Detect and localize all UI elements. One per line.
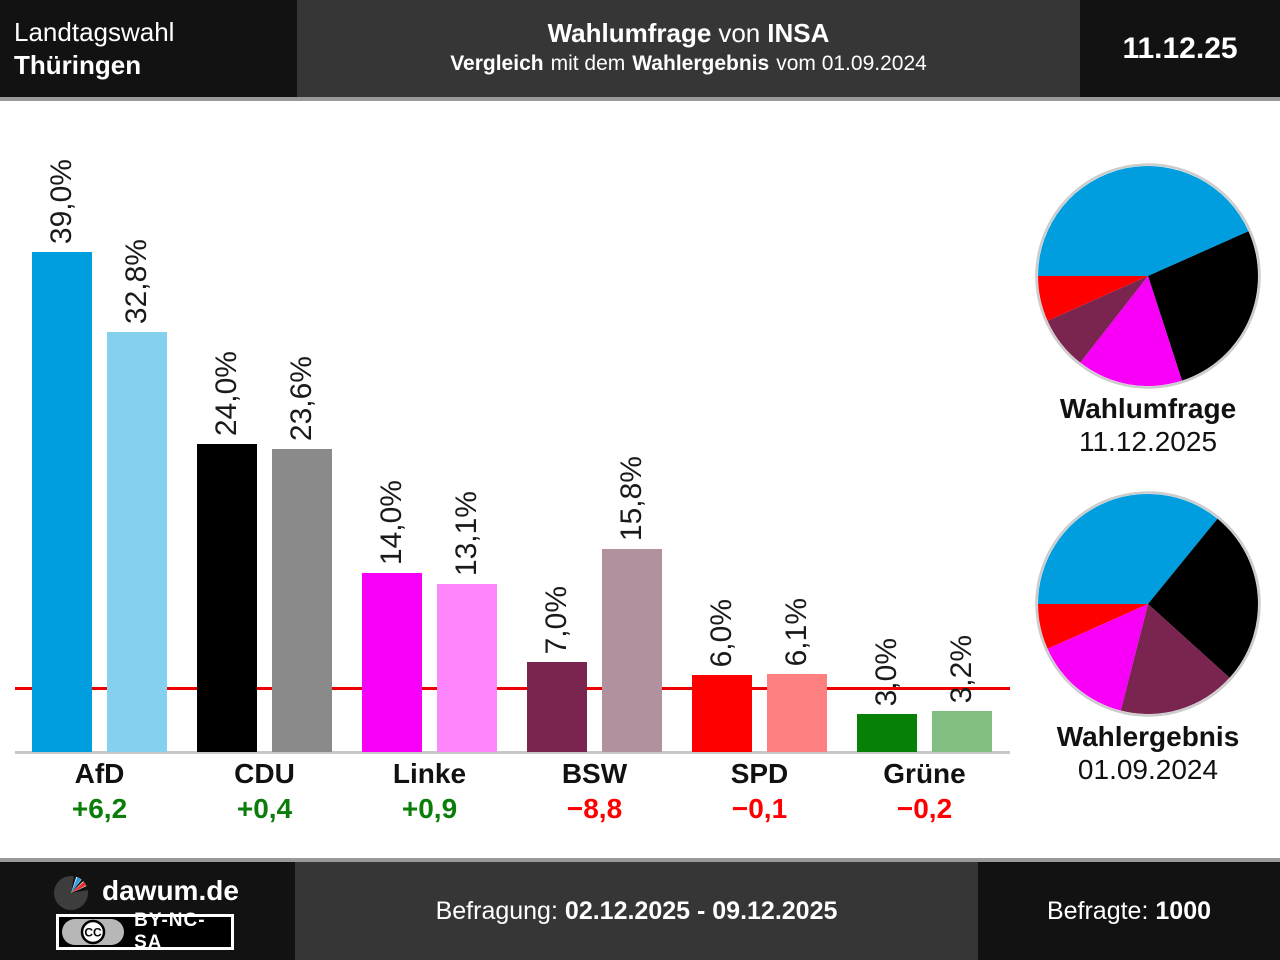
title-von-word: von <box>718 18 761 48</box>
party-label-SPD: SPD <box>730 758 789 789</box>
subtitle-mitdem-word: mit dem <box>550 52 626 75</box>
header-election-region: Landtagswahl Thüringen <box>0 0 297 97</box>
svg-text:CC: CC <box>84 926 102 940</box>
bar-AfD-poll <box>32 252 92 752</box>
brand-name: dawum.de <box>102 875 239 906</box>
poll-title: Wahlumfrage von INSA <box>297 17 1080 50</box>
pie-slice-SPD <box>1038 604 1148 649</box>
survey-label: Befragung: <box>435 896 558 925</box>
cc-license-text: BY-NC-SA <box>134 910 206 953</box>
bar-value-label-Linke-result: 13,1% <box>450 490 483 576</box>
bar-Linke-result <box>437 584 497 752</box>
pie-slice-SPD <box>1038 276 1148 321</box>
pie-wahlergebnis <box>1035 491 1261 717</box>
party-label-BSW: BSW <box>561 758 628 789</box>
party-diff-Grüne: −0,2 <box>896 793 953 824</box>
respondents-label: Befragte: <box>1046 896 1149 925</box>
bar-value-label-Linke-poll: 14,0% <box>375 479 408 565</box>
footer-divider <box>0 858 1280 862</box>
bar-BSW-result <box>602 549 662 752</box>
bar-value-label-SPD-result: 6,1% <box>780 597 813 666</box>
region-label: Thüringen <box>14 50 142 80</box>
bar-value-label-AfD-result: 32,8% <box>120 238 153 324</box>
pie-date-wahlergebnis: 01.09.2024 <box>1077 754 1219 785</box>
pie-slice-AfD <box>1038 493 1218 604</box>
pie-slice-Linke <box>1080 276 1182 387</box>
x-axis-baseline <box>15 751 1010 754</box>
bar-value-label-Grüne-poll: 3,0% <box>870 637 903 706</box>
bar-Grüne-result <box>932 711 992 752</box>
bar-Linke-poll <box>362 573 422 752</box>
header-bar: Landtagswahl Thüringen Wahlumfrage von INS… <box>0 0 1280 101</box>
footer-survey-block: Befragung: 02.12.2025 - 09.12.2025 <box>295 862 978 960</box>
party-diff-BSW: −8,8 <box>566 793 623 824</box>
pie-slice-CDU <box>1148 231 1259 381</box>
pie-wahlumfrage <box>1035 163 1261 389</box>
pie-slice-BSW <box>1047 276 1148 363</box>
party-label-AfD: AfD <box>74 758 125 789</box>
party-diff-AfD: +6,2 <box>71 793 128 824</box>
party-diff-SPD: −0,1 <box>731 793 788 824</box>
bar-value-label-BSW-result: 15,8% <box>615 455 648 541</box>
bar-value-label-CDU-poll: 24,0% <box>210 350 243 436</box>
poll-subtitle: Vergleich mit dem Wahlergebnis vom 01.09.20… <box>297 50 1080 77</box>
bar-SPD-result <box>767 674 827 752</box>
footer-respondents-block: Befragte: 1000 <box>978 862 1280 960</box>
cc-license-badge: CC BY-NC-SA <box>56 910 234 953</box>
party-diff-Linke: +0,9 <box>401 793 458 824</box>
bar-CDU-poll <box>197 444 257 752</box>
respondents-value: 1000 <box>1155 896 1212 925</box>
party-diff-CDU: +0,4 <box>236 793 293 824</box>
party-label-CDU: CDU <box>234 758 295 789</box>
bar-value-label-CDU-result: 23,6% <box>285 355 318 441</box>
bar-chart: 39,0% 32,8% AfD +6,2 24,0% 23,6% CDU +0,4 14,0% 1… <box>0 101 1012 861</box>
header-divider <box>0 97 1280 101</box>
pie-slice-BSW <box>1120 604 1230 715</box>
pie-slice-AfD <box>1038 166 1249 276</box>
pie-date-wahlumfrage: 11.12.2025 <box>1078 426 1218 457</box>
cc-logo-pill: CC <box>62 919 125 945</box>
pie-title-wahlergebnis: Wahlergebnis <box>1056 721 1240 752</box>
bar-value-label-AfD-poll: 39,0% <box>45 158 78 244</box>
subtitle-vergleich-word: Vergleich <box>450 52 544 75</box>
survey-period: 02.12.2025 - 09.12.2025 <box>564 896 838 925</box>
title-poll-word: Wahlumfrage <box>547 18 712 48</box>
bar-SPD-poll <box>692 675 752 752</box>
publication-date: 11.12.25 <box>1122 31 1238 65</box>
bar-CDU-result <box>272 449 332 752</box>
subtitle-date-word: vom 01.09.2024 <box>776 52 927 75</box>
five-percent-threshold-line <box>15 686 1010 690</box>
bar-value-label-SPD-poll: 6,0% <box>705 598 738 667</box>
bar-BSW-poll <box>527 662 587 752</box>
pie-title-wahlumfrage: Wahlumfrage <box>1059 393 1237 424</box>
title-institute-word: INSA <box>767 18 830 48</box>
pie-slice-CDU <box>1148 518 1259 678</box>
footer-bar: dawum.de CC BY-NC-SA Befragung: 02.12.20… <box>0 862 1280 960</box>
election-type-label: Landtagswahl <box>14 17 175 47</box>
party-label-Linke: Linke <box>392 758 467 789</box>
header-date-block: 11.12.25 <box>1080 0 1280 97</box>
header-title-block: Wahlumfrage von INSA Vergleich mit dem Wahle… <box>297 0 1080 97</box>
bar-Grüne-poll <box>857 714 917 752</box>
bar-value-label-BSW-poll: 7,0% <box>540 585 573 654</box>
bar-value-label-Grüne-result: 3,2% <box>945 634 978 703</box>
bar-AfD-result <box>107 332 167 752</box>
pie-slice-Linke <box>1047 604 1148 711</box>
cc-circle-icon: CC <box>80 919 106 945</box>
brand-row: dawum.de <box>52 870 239 912</box>
party-label-Grüne: Grüne <box>883 758 966 789</box>
subtitle-wahlergebnis-word: Wahlergebnis <box>632 52 770 75</box>
footer-brand-block: dawum.de CC BY-NC-SA <box>0 862 295 960</box>
dawum-logo-icon <box>54 876 88 910</box>
